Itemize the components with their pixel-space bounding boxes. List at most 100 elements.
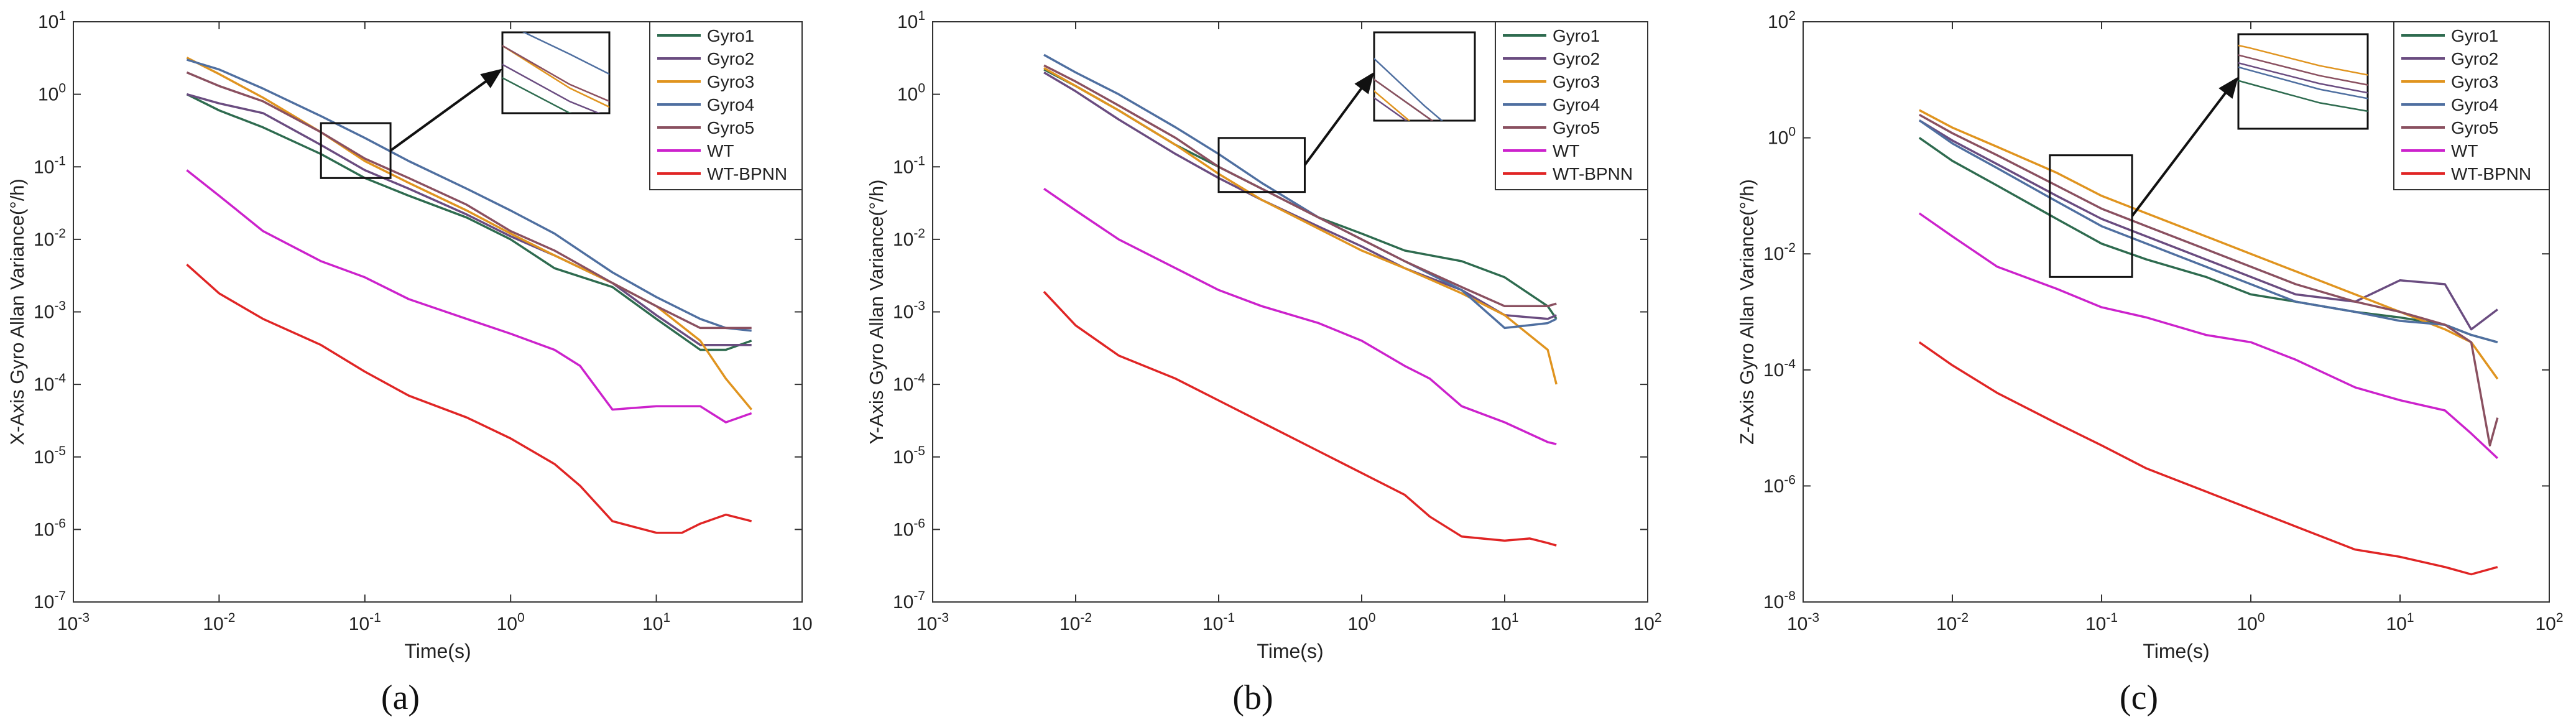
x-tick-label: 100 [497,611,525,634]
y-tick-label: 10-1 [34,154,66,177]
y-tick-label: 10-4 [893,371,925,395]
series-line-gyro2 [1918,119,2498,331]
chart-panel-c: 10-3 10-2 10-1 100 101 102 10-8 10-6 10-4 10-2 100… [1736,9,2564,717]
subfigure-label: (c) [2120,678,2158,717]
legend-label-gyro3: Gyro3 [1553,72,1600,91]
legend-label-gyro1: Gyro1 [2451,26,2498,45]
legend: Gyro1 Gyro2 Gyro3 Gyro4 Gyro5 WT WT-BPNN [649,21,803,190]
series-line-gyro3 [1043,67,1558,385]
y-tick-label: 100 [897,81,925,105]
legend-label-gyro4: Gyro4 [707,95,754,114]
y-tick-label: 10-2 [1763,241,1796,264]
series-line-gyro5 [1043,64,1557,308]
zoom-arrow-head [480,68,502,88]
x-tick-label: 10-1 [349,611,381,634]
series-line-wt-bpnn [1918,341,2498,576]
zoom-arrow-head [1354,72,1374,95]
x-axis-label: Time(s) [1257,640,1323,662]
y-axis-label: Y-Axis Gyro Allan Variance(°/h) [866,180,887,445]
y-tick-label: 10-4 [34,371,66,395]
x-tick-label: 10-3 [916,611,949,634]
zoom-arrow-shaft [2131,78,2237,217]
y-tick-label: 10-5 [34,444,66,468]
series-line-wt-bpnn [1043,290,1557,547]
x-tick-label: 102 [2535,611,2563,634]
legend-label-wt: WT [1553,141,1580,160]
y-tick-label: 10-7 [893,589,925,613]
legend-label-gyro2: Gyro2 [2451,49,2498,68]
x-tick-label: 100 [2237,611,2264,634]
series-line-gyro5 [186,71,752,330]
y-tick-label: 10-2 [34,226,66,250]
legend-label-gyro4: Gyro4 [1553,95,1600,114]
y-tick-label: 10-6 [34,516,66,540]
y-tick-label: 10-4 [1763,357,1796,381]
x-tick-label: 10-2 [203,611,235,634]
y-tick-label: 100 [38,81,66,105]
series-line-wt [1918,212,2498,460]
zoom-arrow-shaft [389,70,501,152]
legend-label-gyro3: Gyro3 [2451,72,2498,91]
legend-label-wt-bpnn: WT-BPNN [2451,164,2531,183]
y-tick-label: 10-2 [893,226,925,250]
series-line-gyro3 [186,57,753,410]
legend-label-gyro2: Gyro2 [707,49,754,68]
y-tick-label: 102 [1768,9,1796,32]
series-line-gyro4 [1918,119,2498,343]
y-tick-label: 10-3 [34,299,66,323]
legend-label-gyro5: Gyro5 [2451,118,2498,137]
subfigure-label: (a) [381,678,420,717]
series-line-gyro1 [186,93,752,351]
zoom-box [320,122,392,179]
legend-label-gyro5: Gyro5 [1553,118,1600,137]
zoom-arrow-shaft [1303,73,1373,166]
legend: Gyro1 Gyro2 Gyro3 Gyro4 Gyro5 WT WT-BPNN [2393,21,2550,190]
y-axis-label: Z-Axis Gyro Allan Variance(°/h) [1736,179,1758,445]
x-tick-label: 10-1 [1203,611,1235,634]
legend: Gyro1 Gyro2 Gyro3 Gyro4 Gyro5 WT WT-BPNN [1495,21,1648,190]
zoom-inset [501,31,611,114]
series-line-gyro5 [1918,113,2499,447]
zoom-arrow-head [2218,76,2238,99]
y-tick-label: 100 [1768,125,1796,149]
y-tick-label: 10-3 [893,299,925,323]
legend-label-wt: WT [707,141,734,160]
y-tick-label: 10-5 [893,444,925,468]
y-tick-label: 101 [38,9,66,32]
x-tick-label: 10-1 [2085,611,2118,634]
series-line-wt-bpnn [186,263,752,534]
x-tick-label: 101 [1490,611,1518,634]
y-tick-label: 10-6 [1763,473,1796,496]
series-line-gyro2 [1043,71,1557,320]
series-line-gyro3 [1918,109,2499,380]
y-tick-label: 10-6 [893,516,925,540]
legend-label-wt: WT [2451,141,2478,160]
zoom-inset [1373,31,1476,122]
x-tick-label: 10-2 [1059,611,1092,634]
y-tick-label: 10-1 [893,154,925,177]
y-tick-label: 10-8 [1763,589,1796,613]
x-axis-label: Time(s) [2143,640,2209,662]
legend-label-wt-bpnn: WT-BPNN [707,164,787,183]
series-line-gyro2 [186,93,752,346]
x-tick-label: 10 [792,614,812,634]
x-tick-label: 101 [642,611,670,634]
plot-frame [1803,21,2550,603]
subfigure-label: (b) [1232,678,1273,717]
x-tick-label: 10-2 [1936,611,1969,634]
series-line-gyro4 [186,58,752,332]
y-tick-label: 101 [897,9,925,32]
chart-panel-a: 10-3 10-2 10-1 100 101 10 10-7 10-6 10-5 10-4 10-3… [6,9,813,717]
series-line-wt [186,169,752,423]
y-axis-label: X-Axis Gyro Allan Variance(°/h) [6,178,28,445]
legend-label-gyro5: Gyro5 [707,118,754,137]
legend-label-gyro2: Gyro2 [1553,49,1600,68]
legend-label-gyro3: Gyro3 [707,72,754,91]
legend-label-gyro1: Gyro1 [1553,26,1600,45]
x-tick-label: 10-3 [1787,611,1819,634]
legend-label-gyro1: Gyro1 [707,26,754,45]
x-axis-label: Time(s) [404,640,471,662]
x-tick-label: 100 [1347,611,1375,634]
y-tick-label: 10-7 [34,589,66,613]
